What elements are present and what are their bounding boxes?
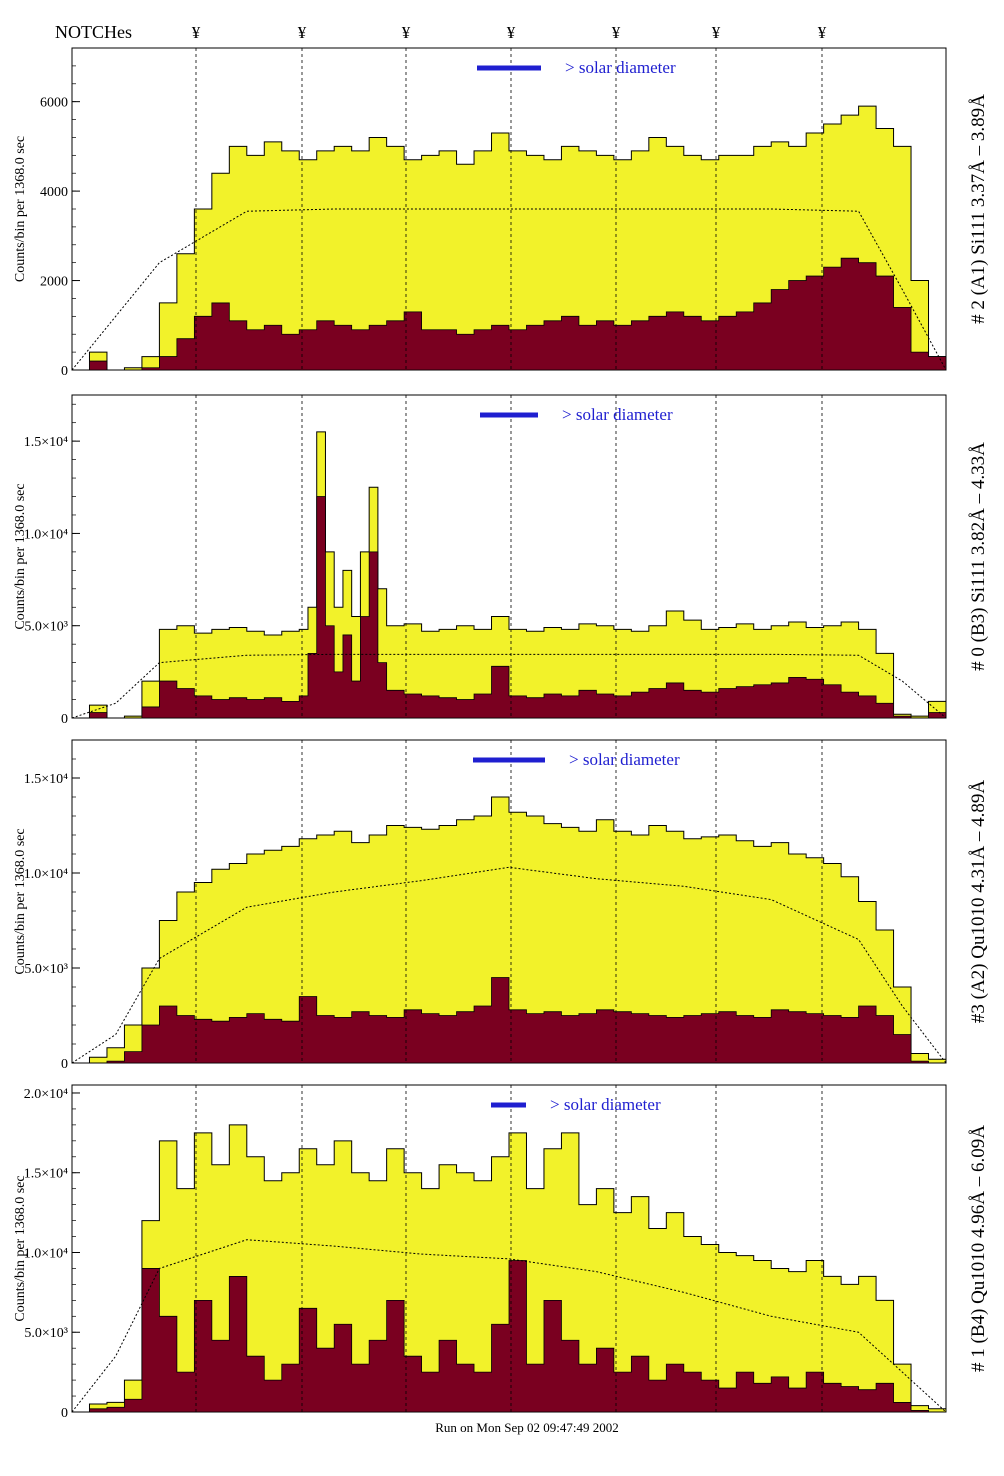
y-tick-label: 5.0×10³	[24, 1326, 68, 1341]
y-tick-label: 1.0×10⁴	[24, 527, 68, 542]
y-tick-label: 0	[61, 1057, 68, 1072]
notch-symbol-5: ¥	[612, 23, 621, 42]
y-tick-label: 1.5×10⁴	[24, 435, 68, 450]
series-total-histogram	[72, 431, 947, 719]
y-axis-label: Counts/bin per 1368.0 sec	[13, 828, 28, 974]
notch-symbol-3: ¥	[402, 23, 411, 42]
y-tick-label: 1.0×10⁴	[24, 867, 68, 882]
y-tick-label: 0	[61, 1406, 68, 1421]
notch-symbols: ¥ ¥ ¥ ¥ ¥ ¥ ¥	[192, 23, 827, 42]
panel-1: 0 2000 4000 6000 Counts/bin per 1368.0 sec # …	[13, 47, 989, 379]
notch-symbol-7: ¥	[818, 23, 827, 42]
panels: 0 2000 4000 6000 Counts/bin per 1368.0 sec # …	[13, 47, 989, 1421]
notch-symbol-6: ¥	[712, 23, 721, 42]
panel-channel-label: # 2 (A1) Si111 3.37Å – 3.89Å	[968, 94, 989, 324]
series-subset-histogram	[72, 1260, 946, 1413]
series-model-curve	[71, 1239, 947, 1413]
solar-diameter-label: > solar diameter	[550, 1095, 661, 1114]
y-tick-label: 1.5×10⁴	[24, 772, 68, 787]
solar-diameter-label: > solar diameter	[562, 405, 673, 424]
y-tick-label: 6000	[40, 96, 68, 111]
notch-symbol-1: ¥	[192, 23, 201, 42]
series-subset-histogram	[72, 257, 947, 371]
series-subset-histogram	[72, 977, 946, 1064]
y-tick-label: 0	[61, 364, 68, 379]
panel-channel-label: # 0 (B3) Si111 3.82Å – 4.33Å	[968, 442, 989, 671]
panel-channel-label: #3 (A2) Qu1010 4.31Å – 4.89Å	[968, 780, 989, 1024]
solar-diameter-label: > solar diameter	[565, 58, 676, 77]
notch-symbol-2: ¥	[298, 23, 307, 42]
series-subset-histogram	[72, 496, 947, 719]
y-tick-label: 5.0×10³	[24, 620, 68, 635]
panel-3: 0 5.0×10³ 1.0×10⁴ 1.5×10⁴ Counts/bin per 136…	[13, 739, 989, 1072]
y-tick-label: 2000	[40, 275, 68, 290]
y-axis-label: Counts/bin per 1368.0 sec	[13, 136, 28, 282]
y-tick-label: 5.0×10³	[24, 962, 68, 977]
run-timestamp: Run on Mon Sep 02 09:47:49 2002	[435, 1420, 618, 1435]
y-tick-label: 1.0×10⁴	[24, 1246, 68, 1261]
panel-channel-label: # 1 (B4) Qu1010 4.96Å – 6.09Å	[968, 1125, 989, 1372]
panel-4: 0 5.0×10³ 1.0×10⁴ 1.5×10⁴ 2.0×10⁴ Counts/bin …	[13, 1084, 989, 1421]
series-total-histogram	[72, 796, 947, 1064]
notches-label: NOTCHes	[55, 22, 132, 42]
series-total-histogram	[72, 105, 947, 371]
panel-2: 0 5.0×10³ 1.0×10⁴ 1.5×10⁴ Counts/bin per 136…	[13, 394, 989, 727]
y-axis-label: Counts/bin per 1368.0 sec	[13, 1175, 28, 1321]
series-model-curve	[71, 653, 947, 719]
y-tick-label: 2.0×10⁴	[24, 1087, 68, 1102]
y-tick-label: 4000	[40, 185, 68, 200]
notch-symbol-4: ¥	[507, 23, 516, 42]
y-tick-label: 1.5×10⁴	[24, 1167, 68, 1182]
y-tick-label: 0	[61, 712, 68, 727]
solar-diameter-label: > solar diameter	[569, 750, 680, 769]
y-axis-label: Counts/bin per 1368.0 sec	[13, 483, 28, 629]
series-model-curve	[71, 208, 947, 371]
